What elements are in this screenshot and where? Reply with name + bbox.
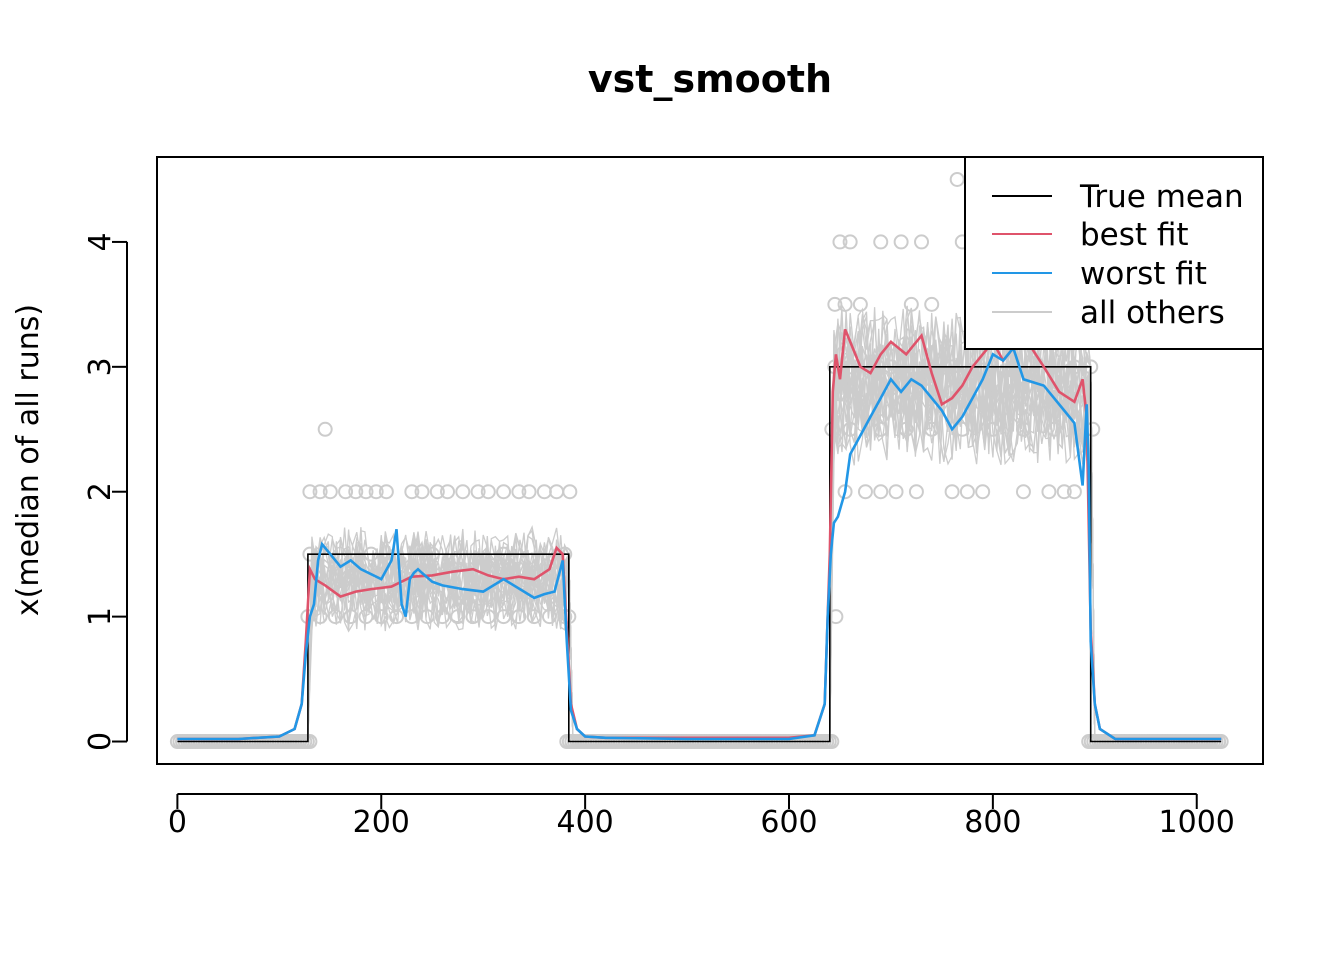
data-point [832,234,848,250]
data-point [1056,484,1072,500]
data-point [1066,484,1082,500]
data-point [975,484,991,500]
data-point [1046,421,1062,437]
data-point [521,484,537,500]
data-point [1041,484,1057,500]
data-point [470,484,486,500]
legend-box [964,156,1264,350]
data-point [914,234,930,250]
data-point [302,484,318,500]
data-point [455,484,471,500]
data-point [954,421,970,437]
data-point [480,484,496,500]
data-point [343,609,359,625]
chart-title: vst_smooth [588,57,832,101]
data-point [373,609,389,625]
data-point [327,609,343,625]
data-point [541,609,557,625]
y-axis: 0 1 2 3 4 [83,232,128,751]
data-point [536,484,552,500]
data-point [358,484,374,500]
data-point [496,609,512,625]
data-point [414,484,430,500]
y-tick-label: 1 [83,607,118,626]
data-point [852,296,868,312]
y-tick-label: 2 [83,482,118,501]
x-tick-label: 1000 [1159,805,1235,840]
data-point [440,484,456,500]
data-point [312,484,328,500]
data-point [898,421,914,437]
data-point [465,609,481,625]
data-point [317,421,333,437]
legend: True mean best fit worst fit all others [964,156,1264,350]
data-point [322,484,338,500]
plot-content [169,171,1229,750]
data-point [496,484,512,500]
data-point [434,609,450,625]
data-point [450,609,466,625]
data-point [526,609,542,625]
data-point [842,234,858,250]
x-axis: 0 200 400 600 800 1000 [168,793,1235,840]
legend-label-worst-fit: worst fit [1080,256,1207,292]
data-point [959,484,975,500]
data-point [1015,421,1031,437]
data-point [857,484,873,500]
y-tick-label: 4 [83,232,118,251]
legend-label-all-others: all others [1080,295,1225,331]
other-run-line [177,308,1222,740]
data-point [873,234,889,250]
data-point [893,234,909,250]
data-point [827,296,843,312]
y-tick-label: 3 [83,357,118,376]
legend-label-true-mean: True mean [1079,179,1244,215]
data-point [949,171,965,187]
data-point [873,421,889,437]
data-point [338,484,354,500]
data-point [924,421,940,437]
other-runs [177,303,1222,740]
x-tick-label: 200 [353,805,410,840]
data-point [842,421,858,437]
data-point [312,609,328,625]
data-point [888,484,904,500]
other-run-line [177,316,1222,740]
data-point [358,609,374,625]
data-point [389,609,405,625]
data-point [378,484,394,500]
data-point [348,484,364,500]
data-point [511,609,527,625]
worst-fit-line [177,345,1222,741]
legend-label-best-fit: best fit [1080,217,1189,253]
data-point [549,484,565,500]
data-point [1015,484,1031,500]
data-point [985,421,1001,437]
data-point [511,484,527,500]
data-point [944,484,960,500]
x-tick-label: 400 [556,805,613,840]
data-point [404,484,420,500]
x-tick-label: 0 [168,805,187,840]
data-point [429,484,445,500]
data-point [873,484,889,500]
data-point [368,484,384,500]
data-point [562,484,578,500]
data-point [924,296,940,312]
data-point [903,296,919,312]
plot-area [169,171,1229,750]
x-tick-label: 600 [760,805,817,840]
x-tick-label: 800 [964,805,1021,840]
data-point [837,296,853,312]
data-point [480,609,496,625]
y-tick-label: 0 [83,732,118,751]
data-point [908,484,924,500]
y-axis-label: x(median of all runs) [11,304,46,616]
plot-frame [156,156,1264,765]
data-point [419,609,435,625]
